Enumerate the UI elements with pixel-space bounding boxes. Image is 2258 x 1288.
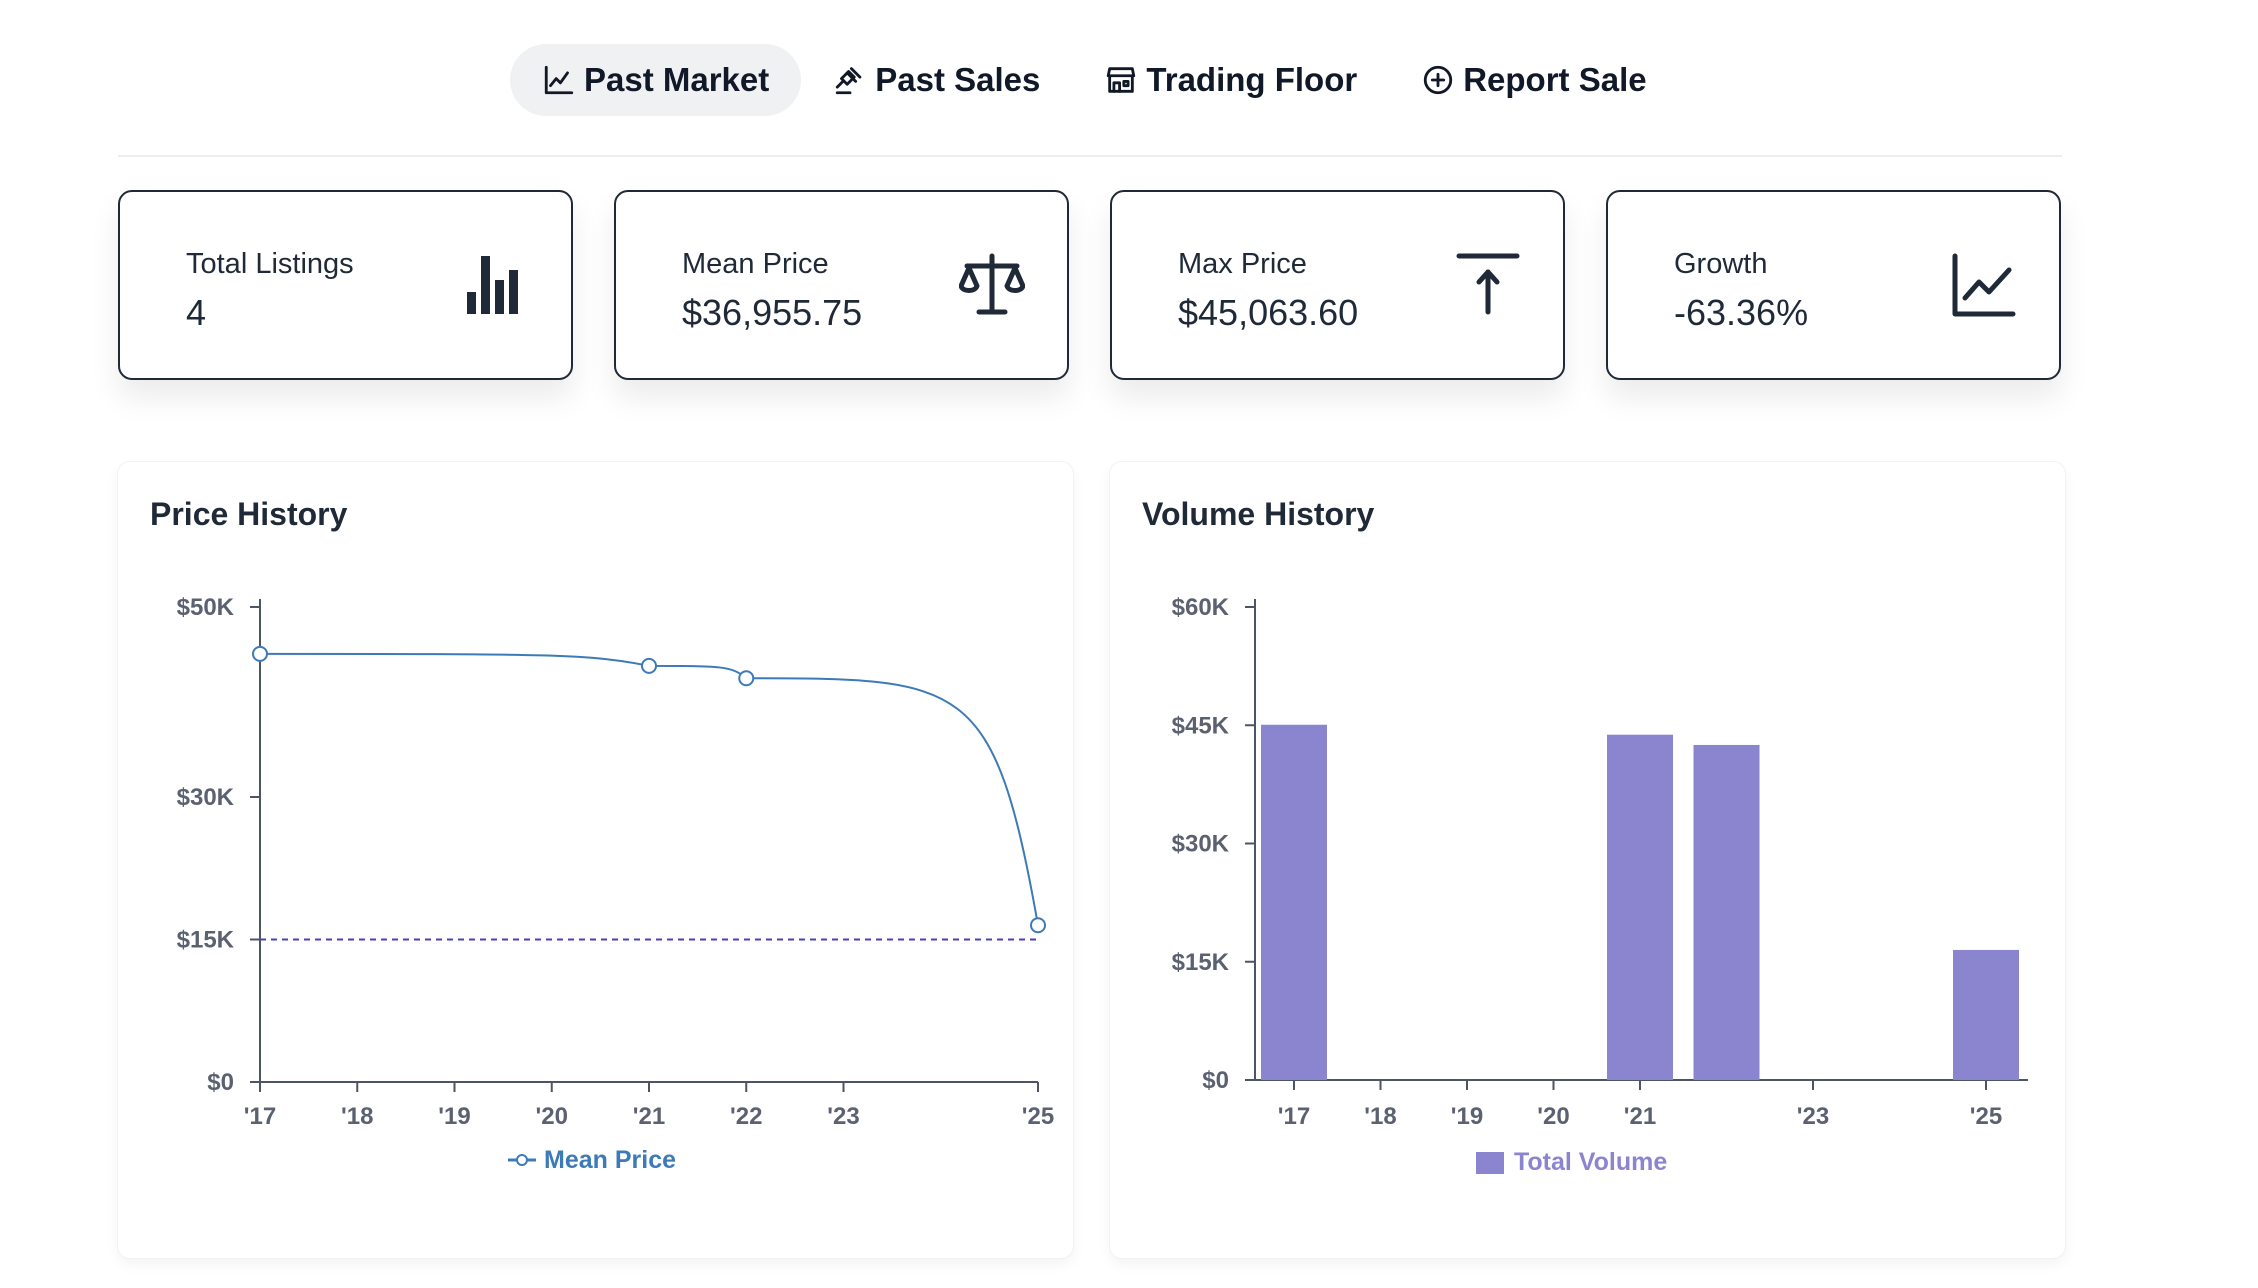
- price-history-panel: Price History $0 $15K $30K $50K '17 '18 '19 '20…: [118, 462, 1073, 1258]
- bar-chart-icon: [463, 252, 529, 318]
- volume-history-chart: $0 $15K $30K $45K $60K '17 '18 '19 '20 '21 '23 '25 T…: [1172, 594, 2028, 1176]
- stat-label: Mean Price: [682, 248, 829, 280]
- divider: [118, 155, 2062, 157]
- bar: [1607, 734, 1673, 1080]
- y-tick-label: $60K: [1172, 594, 1230, 621]
- legend-marker: [516, 1154, 528, 1166]
- gavel-icon: [833, 63, 867, 97]
- legend-label: Total Volume: [1514, 1148, 1667, 1176]
- x-tick-label: '22: [730, 1103, 762, 1130]
- scale-icon: [958, 252, 1026, 318]
- volume-history-panel: Volume History $0 $15K $30K $45K $60K '17 '18 '…: [1110, 462, 2065, 1258]
- data-point: [641, 657, 657, 674]
- x-tick-label: '17: [1278, 1103, 1310, 1130]
- x-tick-label: '25: [1022, 1103, 1054, 1130]
- x-tick-label: '18: [1364, 1103, 1396, 1130]
- y-tick-label: $0: [207, 1069, 234, 1096]
- stat-value: 4: [186, 292, 207, 333]
- y-tick-label: $45K: [1172, 712, 1230, 739]
- y-tick-label: $30K: [1172, 831, 1230, 858]
- chart-title: Price History: [150, 496, 348, 532]
- data-point: [252, 645, 268, 662]
- chart-legend: Total Volume: [1476, 1148, 1667, 1176]
- line-chart-icon: [542, 63, 576, 97]
- y-tick-label: $50K: [177, 594, 235, 621]
- view-tabs: Past Market Past Sales Trading Floor Rep…: [510, 44, 1679, 116]
- stat-card-mean-price: Mean Price $36,955.75: [614, 190, 1069, 380]
- data-point: [738, 670, 755, 687]
- trend-line-icon: [1951, 252, 2017, 318]
- x-tick-label: '19: [438, 1103, 470, 1130]
- x-tick-label: '23: [1797, 1103, 1829, 1130]
- bar: [1261, 724, 1327, 1080]
- x-tick-label: '17: [244, 1103, 276, 1130]
- stat-label: Total Listings: [186, 248, 354, 280]
- price-history-chart: $0 $15K $30K $50K '17 '18 '19 '20 '21 '22 '23 '25 Me…: [177, 594, 1055, 1174]
- stat-card-total-listings: Total Listings 4: [118, 190, 573, 380]
- tab-label: Report Sale: [1463, 61, 1647, 98]
- plus-circle-icon: [1421, 63, 1455, 97]
- legend-label: Mean Price: [544, 1146, 676, 1174]
- x-tick-label: '20: [536, 1103, 568, 1130]
- x-tick-label: '23: [827, 1103, 859, 1130]
- x-tick-label: '25: [1970, 1103, 2002, 1130]
- legend-swatch: [1476, 1152, 1504, 1174]
- y-tick-label: $15K: [177, 927, 235, 954]
- x-tick-label: '21: [633, 1103, 665, 1130]
- y-tick-label: $30K: [177, 784, 235, 811]
- x-tick-label: '19: [1451, 1103, 1483, 1130]
- tab-label: Past Market: [584, 61, 770, 98]
- series-line: [259, 652, 1039, 926]
- y-tick-label: $0: [1202, 1067, 1229, 1094]
- stat-label: Growth: [1674, 248, 1768, 280]
- stat-card-growth: Growth -63.36%: [1606, 190, 2061, 380]
- tab-past-market[interactable]: Past Market: [510, 44, 802, 116]
- tab-label: Past Sales: [875, 61, 1041, 98]
- tab-label: Trading Floor: [1146, 61, 1358, 98]
- tab-past-sales[interactable]: Past Sales: [801, 44, 1072, 116]
- x-tick-label: '18: [341, 1103, 373, 1130]
- y-tick-label: $15K: [1172, 949, 1230, 976]
- tab-trading-floor[interactable]: Trading Floor: [1072, 44, 1389, 116]
- bar: [1953, 949, 2019, 1080]
- stat-value: $36,955.75: [682, 292, 863, 333]
- x-tick-label: '21: [1624, 1103, 1656, 1130]
- data-point: [1030, 917, 1046, 934]
- arrow-up-to-line-icon: [1455, 252, 1521, 318]
- x-tick-label: '20: [1537, 1103, 1569, 1130]
- storefront-icon: [1104, 63, 1138, 97]
- tab-report-sale[interactable]: Report Sale: [1389, 44, 1678, 116]
- stat-value: -63.36%: [1674, 292, 1809, 333]
- stat-card-max-price: Max Price $45,063.60: [1110, 190, 1565, 380]
- chart-title: Volume History: [1142, 496, 1375, 532]
- bar: [1693, 744, 1760, 1080]
- stat-value: $45,063.60: [1178, 292, 1359, 333]
- stat-label: Max Price: [1178, 248, 1307, 280]
- chart-legend: Mean Price: [508, 1146, 676, 1174]
